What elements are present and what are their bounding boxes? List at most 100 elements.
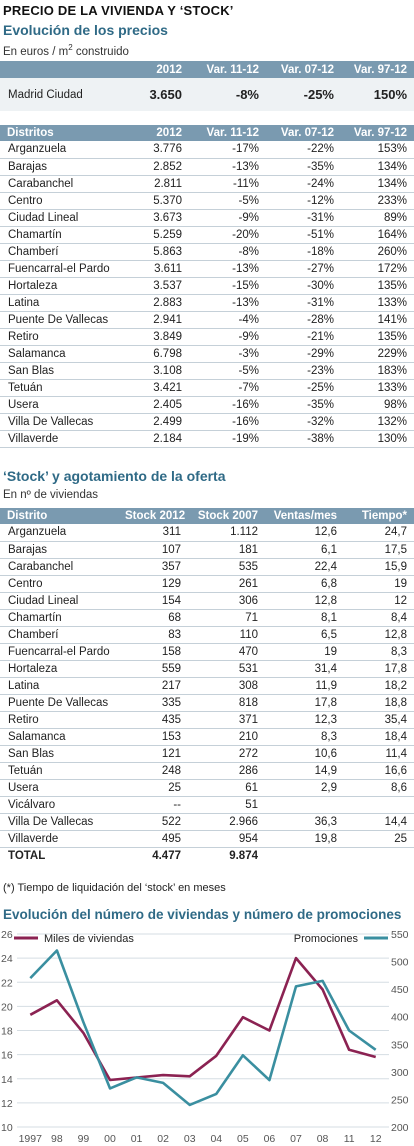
table-row: Salamanca 153 210 8,3 18,4 <box>0 728 414 746</box>
series-line-1 <box>29 949 377 1107</box>
x-tick-label: 11 <box>344 1133 355 1145</box>
table-cell: 12,8 <box>265 592 344 610</box>
table-cell: Puente De Vallecas <box>0 311 126 329</box>
table-cell: 154 <box>122 592 188 610</box>
x-tick-label: 08 <box>317 1133 329 1145</box>
table-row: Usera 25 61 2,9 8,6 <box>0 779 414 797</box>
table-row: Chamberí 83 110 6,5 12,8 <box>0 626 414 644</box>
table-cell: 19 <box>344 575 414 593</box>
chart-title: Evolución del número de viviendas y núme… <box>3 907 401 922</box>
column-header: Distrito <box>0 508 122 524</box>
table-cell: 107 <box>122 541 188 559</box>
table-cell: 3.650 <box>126 78 189 111</box>
table-cell: 17,5 <box>344 541 414 559</box>
x-tick-label: 1997 <box>19 1133 43 1145</box>
table-cell: 522 <box>122 813 188 831</box>
table-row: Carabanchel 357 535 22,4 15,9 <box>0 558 414 576</box>
table-cell: 2.852 <box>126 158 189 176</box>
table-row: Hortaleza 559 531 31,4 17,8 <box>0 660 414 678</box>
table-cell: 110 <box>188 626 265 644</box>
table-cell: -20% <box>189 226 266 244</box>
table-row: Carabanchel 2.811 -11% -24% 134% <box>0 175 414 193</box>
table-cell: 2.883 <box>126 294 189 312</box>
table-cell: Arganzuela <box>0 141 126 159</box>
table-row: Ciudad Lineal 154 306 12,8 12 <box>0 592 414 610</box>
table-cell: Ciudad Lineal <box>0 209 126 227</box>
table-cell: 6,8 <box>265 575 344 593</box>
table-cell: 3.673 <box>126 209 189 227</box>
table-cell: 135% <box>341 277 414 295</box>
table-cell: 153 <box>122 728 188 746</box>
table-cell: Villaverde <box>0 830 122 848</box>
table-cell: 18,2 <box>344 677 414 695</box>
x-tick-label: 12 <box>370 1133 382 1145</box>
table-cell: -16% <box>189 413 266 431</box>
table-cell: -35% <box>266 396 341 414</box>
table-cell: 11,4 <box>344 745 414 763</box>
table-cell: 18,4 <box>344 728 414 746</box>
column-header: Var. 07-12 <box>266 125 341 141</box>
table-row: Puente De Vallecas 2.941 -4% -28% 141% <box>0 311 414 329</box>
table-cell: 12,8 <box>344 626 414 644</box>
table-cell: Salamanca <box>0 728 122 746</box>
table-cell: 306 <box>188 592 265 610</box>
table-cell: -24% <box>266 175 341 193</box>
table-cell: 435 <box>122 711 188 729</box>
table-cell: 36,3 <box>265 813 344 831</box>
table-cell: 2,9 <box>265 779 344 797</box>
table-cell: 248 <box>122 762 188 780</box>
chart-svg: Evolución del número de viviendas y núme… <box>1 907 409 1145</box>
table-cell: Centro <box>0 192 126 210</box>
table-cell: 25 <box>122 779 188 797</box>
table-cell: San Blas <box>0 745 122 763</box>
table-cell: -28% <box>266 311 341 329</box>
left-tick-label: 14 <box>1 1074 13 1086</box>
table-cell: Hortaleza <box>0 277 126 295</box>
table-cell: -13% <box>189 260 266 278</box>
table-cell: -13% <box>189 294 266 312</box>
table-cell: -31% <box>266 294 341 312</box>
right-tick-label: 300 <box>391 1067 409 1079</box>
column-header: Var. 07-12 <box>266 61 341 78</box>
table-cell: Carabanchel <box>0 175 126 193</box>
table-cell: -25% <box>266 78 341 111</box>
column-header <box>0 61 126 78</box>
table-row: San Blas 3.108 -5% -23% 183% <box>0 362 414 380</box>
table-cell: 6,1 <box>265 541 344 559</box>
table-cell: 183% <box>341 362 414 380</box>
table-cell: 470 <box>188 643 265 661</box>
table-cell: 3.421 <box>126 379 189 397</box>
table-cell: 2.184 <box>126 430 189 448</box>
table-cell: 3.611 <box>126 260 189 278</box>
stock-footnote: (*) Tiempo de liquidación del ‘stock’ en… <box>3 882 226 894</box>
table-row: Villa De Vallecas 522 2.966 36,3 14,4 <box>0 813 414 831</box>
table-cell: Arganzuela <box>0 524 122 542</box>
table-cell: -13% <box>189 158 266 176</box>
table-cell: -5% <box>189 362 266 380</box>
table-cell: 98% <box>341 396 414 414</box>
table-row: Puente De Vallecas 335 818 17,8 18,8 <box>0 694 414 712</box>
table-cell: 233% <box>341 192 414 210</box>
legend-label: Promociones <box>294 933 359 945</box>
total-row: TOTAL 4.477 9.874 <box>0 846 414 864</box>
stock-section-title: ‘Stock’ y agotamiento de la oferta <box>3 468 226 484</box>
table-cell: 2.966 <box>188 813 265 831</box>
x-tick-label: 04 <box>210 1133 222 1145</box>
x-tick-label: 07 <box>290 1133 302 1145</box>
table-cell: 535 <box>188 558 265 576</box>
left-tick-label: 12 <box>1 1098 13 1110</box>
table-cell: 3.776 <box>126 141 189 159</box>
table-cell: -16% <box>189 396 266 414</box>
table-cell: Latina <box>0 294 126 312</box>
table-cell: 15,9 <box>344 558 414 576</box>
table-cell: Ciudad Lineal <box>0 592 122 610</box>
prices-subtitle: En euros / m2 construido <box>3 43 129 58</box>
table-cell: 150% <box>341 78 414 111</box>
table-cell: Hortaleza <box>0 660 122 678</box>
table-cell: 61 <box>188 779 265 797</box>
column-header: Stock 2012 <box>122 508 188 524</box>
column-header: Distritos <box>0 125 126 141</box>
table-cell: 130% <box>341 430 414 448</box>
table-cell: Fuencarral-el Pardo <box>0 260 126 278</box>
table-cell: 71 <box>188 609 265 627</box>
